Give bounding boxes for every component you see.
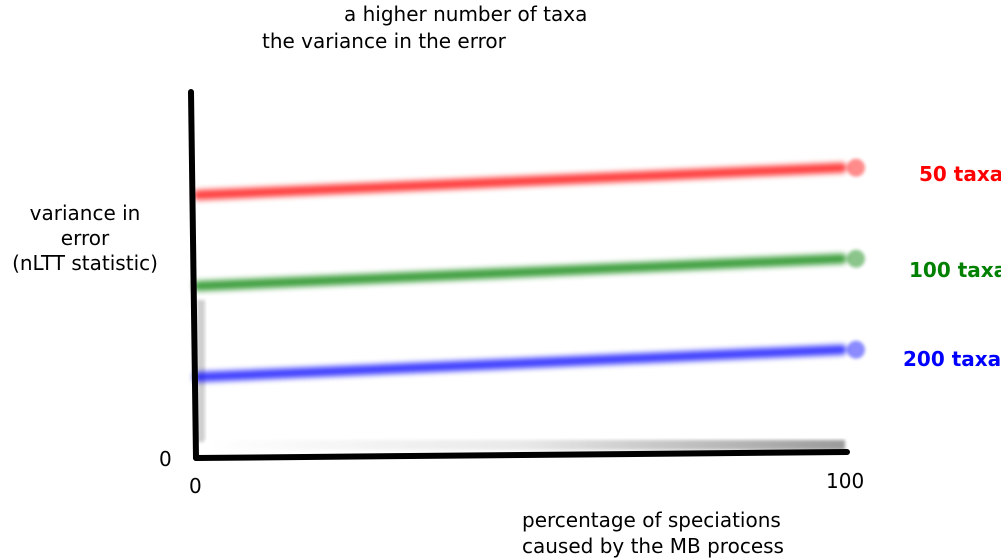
series-line-50-taxa bbox=[193, 162, 847, 200]
series-end-marker-200-taxa bbox=[847, 340, 865, 359]
y-axis-line bbox=[188, 89, 199, 461]
legend-entry-100-taxa: 100 taxa bbox=[909, 258, 1001, 282]
y-axis-shadow bbox=[197, 300, 205, 442]
series-end-marker-50-taxa bbox=[847, 158, 865, 177]
x-tick-label-0: 0 bbox=[189, 474, 202, 498]
x-axis-label-line-1: percentage of speciations bbox=[522, 508, 781, 532]
y-axis-label-line-2: error bbox=[60, 226, 110, 250]
x-axis-shadow bbox=[205, 440, 845, 450]
y-axis-label-line-1: variance in bbox=[29, 201, 141, 225]
chart-title-line-2: the variance in the error bbox=[262, 29, 506, 53]
y-tick-label-0: 0 bbox=[159, 447, 172, 471]
legend-entry-50-taxa: 50 taxa bbox=[919, 162, 1001, 186]
series-line-200-taxa bbox=[193, 344, 847, 382]
y-axis-label-line-3: (nLTT statistic) bbox=[12, 251, 158, 275]
x-axis-label-line-2: caused by the MB process bbox=[522, 534, 784, 558]
x-tick-label-100: 100 bbox=[826, 469, 865, 493]
series-end-marker-100-taxa bbox=[847, 249, 865, 268]
x-axis-label: percentage of speciations caused by the … bbox=[522, 507, 784, 559]
legend-entry-200-taxa: 200 taxa bbox=[903, 347, 1001, 371]
x-axis-line bbox=[193, 449, 850, 461]
y-axis-label: variance in error (nLTT statistic) bbox=[0, 201, 170, 276]
series-line-100-taxa bbox=[193, 253, 847, 291]
chart-title-line-1: a higher number of taxa bbox=[344, 2, 588, 26]
